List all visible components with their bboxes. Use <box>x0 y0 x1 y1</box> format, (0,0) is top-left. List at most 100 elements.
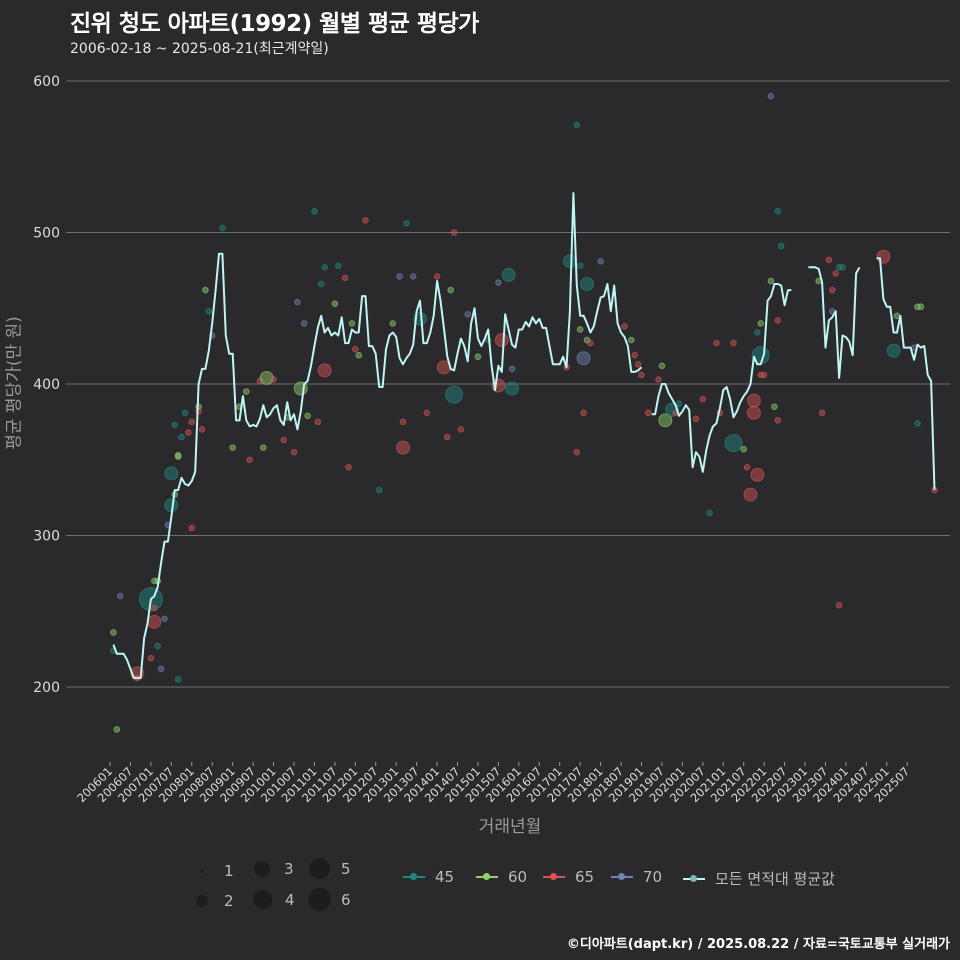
y-axis-ticks: 200 300 400 500 600 <box>33 74 60 696</box>
scatter-point-45 <box>334 262 342 270</box>
scatter-point-45 <box>164 466 179 481</box>
legend-series-label: 45 <box>435 868 455 886</box>
y-tick-label: 300 <box>33 529 60 545</box>
scatter-point-65 <box>818 409 826 417</box>
scatter-point-45 <box>562 254 577 269</box>
legend-size-2: 2 <box>190 892 234 910</box>
average-line <box>112 192 936 679</box>
scatter-point-65 <box>746 405 761 420</box>
legend-series-label: 60 <box>508 868 528 886</box>
scatter-point-45 <box>178 433 185 441</box>
legend-series-average[interactable]: 모든 면적대 평균값 <box>683 868 835 889</box>
scatter-point-60 <box>242 388 250 395</box>
scatter-point-65 <box>246 456 253 464</box>
line-marker-icon <box>476 873 498 880</box>
legend-series-45[interactable]: 45 <box>403 868 454 886</box>
scatter-point-65 <box>832 270 839 277</box>
scatter-point-60 <box>447 286 455 294</box>
legend-series-60[interactable]: 60 <box>476 868 527 886</box>
legend-size-label: 3 <box>284 860 294 878</box>
scatter-point-70 <box>495 279 502 286</box>
scatter-point-60 <box>174 451 182 459</box>
average-price-line <box>112 192 643 679</box>
scatter-point-65 <box>621 323 628 330</box>
scatter-point-65 <box>825 256 833 264</box>
scatter-point-45 <box>501 267 516 282</box>
scatter-point-65 <box>828 286 836 294</box>
scatter-point-65 <box>345 464 352 471</box>
scatter-point-65 <box>835 601 843 609</box>
legend: 1 2 3 4 5 6 45 60 65 70 모든 면적대 평균값 <box>190 858 890 922</box>
scatter-point-45 <box>205 307 213 315</box>
scatter-point-60 <box>259 370 274 385</box>
scatter-point-60 <box>767 277 775 285</box>
scatter-point-65 <box>743 464 751 471</box>
scatter-point-45 <box>579 277 594 292</box>
legend-series-65[interactable]: 65 <box>543 868 594 886</box>
scatter-point-45 <box>573 121 581 129</box>
legend-size-4: 4 <box>250 890 295 909</box>
scatter-point-45 <box>774 207 782 215</box>
scatter-point-60 <box>658 413 673 428</box>
scatter-point-60 <box>771 403 778 411</box>
legend-size-label: 4 <box>285 890 295 909</box>
scatter-point-65 <box>341 274 349 282</box>
scatter-point-65 <box>655 376 662 383</box>
scatter-point-65 <box>699 395 707 403</box>
size-dot-icon <box>309 858 330 879</box>
scatter-point-45 <box>886 343 901 358</box>
scatter-point-60 <box>740 445 748 453</box>
legend-size-5: 5 <box>308 858 351 879</box>
scatter-point-60 <box>757 320 765 327</box>
scatter-point-70 <box>409 273 417 280</box>
scatter-point-45 <box>576 262 584 270</box>
scatter-point-65 <box>494 333 509 348</box>
scatter-point-65 <box>150 604 158 612</box>
scatter-point-45 <box>505 381 520 396</box>
scatter-point-65 <box>692 415 700 423</box>
scatter-point-45 <box>181 409 189 417</box>
scatter-point-65 <box>713 339 720 347</box>
scatter-point-65 <box>750 467 765 482</box>
legend-series-label: 70 <box>643 868 663 886</box>
line-marker-icon <box>403 873 425 880</box>
size-dot-icon <box>308 888 331 911</box>
scatter-point-65 <box>631 351 638 359</box>
legend-series-70[interactable]: 70 <box>611 868 662 886</box>
scatter-point-65 <box>774 417 782 424</box>
y-tick-label: 500 <box>33 226 60 242</box>
footer-credit: ©디아파트(dapt.kr) / 2025.08.22 / 자료=국토교통부 실… <box>566 937 950 952</box>
scatter-point-65 <box>270 376 277 383</box>
scatter-point-65 <box>645 409 652 417</box>
scatter-point-65 <box>573 448 581 456</box>
size-dot-icon <box>253 890 272 909</box>
grid-lines <box>66 80 950 688</box>
scatter-point-45 <box>706 509 713 517</box>
scatter-point-45 <box>675 400 683 407</box>
scatter-point-60 <box>576 326 584 333</box>
scatter-point-65 <box>147 654 155 662</box>
size-dot-icon <box>196 895 208 907</box>
scatter-point-65 <box>634 361 642 368</box>
scatter-point-45 <box>154 642 161 650</box>
scatter-point-45 <box>403 220 410 227</box>
scatter-point-65 <box>188 524 196 532</box>
legend-size-label: 5 <box>341 859 351 878</box>
average-price-line <box>808 266 861 379</box>
y-tick-label: 200 <box>33 680 60 696</box>
scatter-point-45 <box>321 264 328 271</box>
scatter-point-65 <box>362 217 369 224</box>
scatter-point-60 <box>202 286 209 294</box>
scatter-point-60 <box>260 444 267 451</box>
scatter-point-65 <box>587 339 594 347</box>
scatter-point-60 <box>627 336 635 344</box>
scatter-point-60 <box>658 362 666 370</box>
scatter-point-65 <box>730 339 737 347</box>
scatter-point-45 <box>174 676 182 683</box>
scatter-point-65 <box>185 429 192 436</box>
scatter-point-45 <box>914 420 921 427</box>
scatter-points <box>110 92 938 733</box>
y-tick-label: 600 <box>33 74 60 90</box>
x-axis-ticks: 2006012006072007012007072008012008072009… <box>74 762 912 805</box>
scatter-point-45 <box>219 224 226 232</box>
